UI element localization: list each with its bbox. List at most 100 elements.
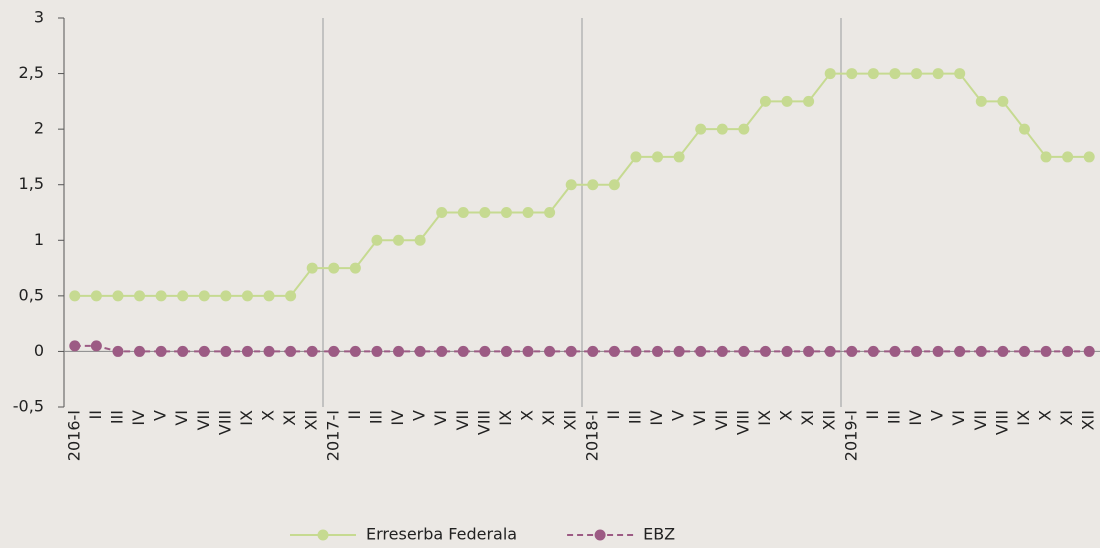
point: [436, 207, 448, 218]
x-tick-label: XII: [820, 410, 839, 430]
x-tick-label: 2017-I: [323, 410, 342, 461]
point: [177, 345, 189, 357]
point: [414, 234, 426, 246]
x-tick-label: XII: [302, 410, 321, 430]
point: [759, 95, 771, 107]
point: [738, 123, 750, 135]
x-tick-label: IX: [496, 410, 515, 426]
x-tick-label: VIII: [474, 410, 493, 435]
point: [220, 345, 232, 357]
point: [328, 262, 340, 274]
point: [198, 345, 210, 357]
point: [997, 345, 1009, 357]
point: [652, 151, 664, 163]
point: [803, 345, 815, 357]
point: [975, 345, 987, 357]
x-tick-label: III: [625, 410, 644, 424]
x-tick-label: VII: [971, 410, 990, 430]
point: [112, 290, 124, 302]
point: [328, 345, 340, 357]
point: [954, 68, 966, 80]
point: [695, 345, 707, 357]
x-tick-label: II: [863, 410, 882, 419]
point: [349, 345, 361, 357]
point: [673, 345, 685, 357]
point: [997, 95, 1009, 107]
point: [522, 345, 534, 357]
point: [652, 345, 664, 357]
point: [1018, 123, 1030, 135]
point: [436, 345, 448, 357]
y-tick-label: 1: [34, 230, 44, 249]
point: [565, 179, 577, 191]
point: [112, 345, 124, 357]
point: [954, 345, 966, 357]
point: [371, 345, 383, 357]
point: [673, 151, 685, 163]
point: [630, 345, 642, 357]
point: [90, 340, 102, 352]
point: [306, 345, 318, 357]
point: [544, 345, 556, 357]
x-tick-label: IX: [1014, 410, 1033, 426]
point: [371, 234, 383, 246]
x-tick-label: II: [345, 410, 364, 419]
point: [1083, 151, 1095, 163]
x-tick-label: IV: [647, 410, 666, 426]
point: [1062, 151, 1074, 163]
point: [263, 345, 275, 357]
point: [695, 123, 707, 135]
point: [1018, 345, 1030, 357]
x-tick-label: XI: [280, 410, 299, 426]
x-tick-label: 2016-I: [64, 410, 83, 461]
point: [911, 345, 923, 357]
point: [220, 290, 232, 302]
point: [69, 290, 81, 302]
point: [198, 290, 210, 302]
x-tick-label: XI: [1057, 410, 1076, 426]
x-tick-label: VII: [453, 410, 472, 430]
x-tick-label: IX: [237, 410, 256, 426]
point: [716, 345, 728, 357]
point: [608, 345, 620, 357]
point: [241, 290, 253, 302]
point: [155, 290, 167, 302]
point: [824, 68, 836, 80]
point: [1040, 151, 1052, 163]
y-tick-label: 0: [34, 341, 44, 360]
legend-marker: [317, 529, 329, 541]
y-tick-label: 2: [34, 119, 44, 138]
x-tick-label: VII: [194, 410, 213, 430]
x-tick-label: X: [259, 410, 278, 421]
point: [587, 179, 599, 191]
x-tick-label: III: [366, 410, 385, 424]
point: [1083, 345, 1095, 357]
x-tick-label: IV: [906, 410, 925, 426]
x-tick-label: V: [410, 410, 429, 421]
legend-label: Erreserba Federala: [366, 525, 517, 544]
point: [349, 262, 361, 274]
point: [781, 95, 793, 107]
point: [479, 345, 491, 357]
point: [522, 207, 534, 218]
point: [867, 68, 879, 80]
x-tick-label: II: [86, 410, 105, 419]
point: [738, 345, 750, 357]
point: [134, 345, 146, 357]
point: [155, 345, 167, 357]
point: [393, 234, 405, 246]
point: [911, 68, 923, 80]
y-tick-label: 1,5: [19, 174, 44, 193]
x-tick-label: V: [928, 410, 947, 421]
point: [587, 345, 599, 357]
x-tick-label: VIII: [992, 410, 1011, 435]
point: [803, 95, 815, 107]
point: [716, 123, 728, 135]
point: [824, 345, 836, 357]
point: [393, 345, 405, 357]
point: [134, 290, 146, 302]
y-tick-label: 0,5: [19, 285, 44, 304]
y-tick-label: 2,5: [19, 63, 44, 82]
point: [932, 345, 944, 357]
